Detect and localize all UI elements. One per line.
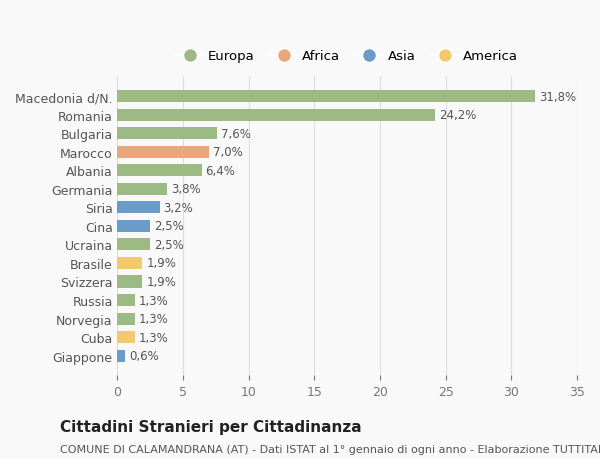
Bar: [118, 276, 142, 288]
Text: 1,9%: 1,9%: [146, 275, 176, 288]
Text: 0,6%: 0,6%: [130, 349, 159, 362]
Bar: [118, 220, 151, 232]
Text: 2,5%: 2,5%: [154, 238, 184, 252]
Legend: Europa, Africa, Asia, America: Europa, Africa, Asia, America: [171, 45, 524, 68]
Text: 1,3%: 1,3%: [139, 294, 168, 307]
Bar: [118, 183, 167, 196]
Bar: [118, 257, 142, 269]
Bar: [118, 109, 435, 121]
Bar: [118, 146, 209, 158]
Bar: [118, 294, 134, 307]
Text: 1,3%: 1,3%: [139, 313, 168, 325]
Bar: [118, 91, 535, 103]
Text: 3,8%: 3,8%: [172, 183, 201, 196]
Text: 6,4%: 6,4%: [205, 164, 235, 177]
Bar: [118, 128, 217, 140]
Text: 1,9%: 1,9%: [146, 257, 176, 270]
Text: 3,2%: 3,2%: [163, 202, 193, 214]
Text: 7,0%: 7,0%: [214, 146, 243, 159]
Bar: [118, 165, 202, 177]
Text: 1,3%: 1,3%: [139, 331, 168, 344]
Text: 7,6%: 7,6%: [221, 127, 251, 140]
Text: 2,5%: 2,5%: [154, 220, 184, 233]
Bar: [118, 313, 134, 325]
Bar: [118, 202, 160, 214]
Text: Cittadini Stranieri per Cittadinanza: Cittadini Stranieri per Cittadinanza: [60, 419, 362, 434]
Bar: [118, 331, 134, 343]
Bar: [118, 239, 151, 251]
Text: 24,2%: 24,2%: [439, 109, 476, 122]
Text: COMUNE DI CALAMANDRANA (AT) - Dati ISTAT al 1° gennaio di ogni anno - Elaborazio: COMUNE DI CALAMANDRANA (AT) - Dati ISTAT…: [60, 444, 600, 454]
Bar: [118, 350, 125, 362]
Text: 31,8%: 31,8%: [539, 90, 576, 103]
